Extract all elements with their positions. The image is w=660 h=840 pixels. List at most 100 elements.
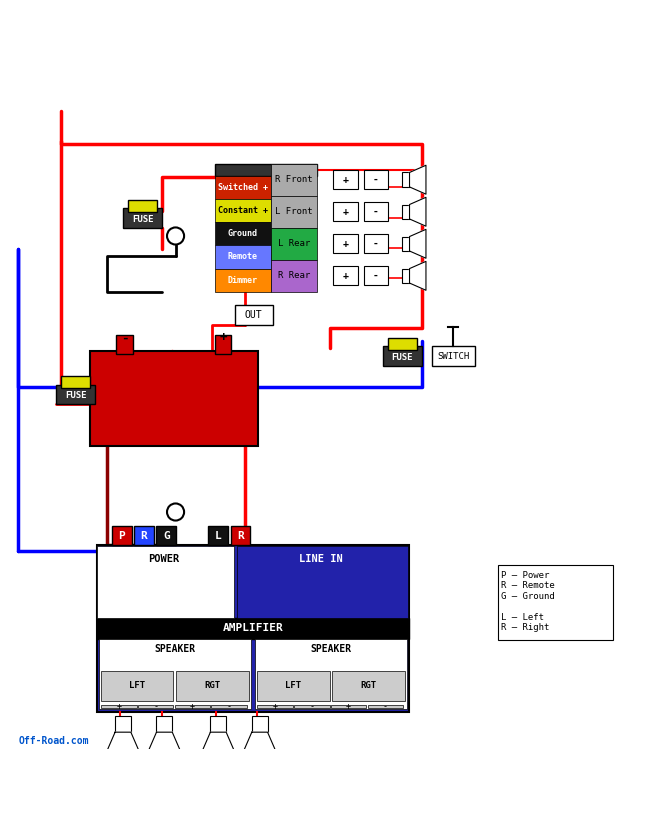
FancyBboxPatch shape <box>383 346 422 366</box>
Text: P: P <box>118 531 125 541</box>
Text: Switched +: Switched + <box>218 182 268 192</box>
Text: LFT: LFT <box>285 681 301 690</box>
Text: -: - <box>383 701 387 711</box>
FancyBboxPatch shape <box>402 172 409 187</box>
Text: R – Right: R – Right <box>501 623 549 633</box>
FancyBboxPatch shape <box>333 266 358 286</box>
Text: Ground: Ground <box>228 229 258 239</box>
Text: +: + <box>343 175 348 185</box>
Polygon shape <box>409 261 426 291</box>
FancyBboxPatch shape <box>215 199 271 222</box>
FancyBboxPatch shape <box>271 260 317 291</box>
Text: (crushing all that cower...): (crushing all that cower...) <box>98 406 249 415</box>
FancyBboxPatch shape <box>98 638 251 709</box>
FancyBboxPatch shape <box>402 269 409 283</box>
Text: -: - <box>373 270 379 281</box>
Text: RGT: RGT <box>205 681 220 690</box>
FancyBboxPatch shape <box>237 546 408 617</box>
Text: Dimmer: Dimmer <box>228 276 258 285</box>
FancyBboxPatch shape <box>138 705 174 708</box>
FancyBboxPatch shape <box>402 204 409 219</box>
Circle shape <box>167 503 184 521</box>
FancyBboxPatch shape <box>215 164 317 176</box>
FancyBboxPatch shape <box>211 716 226 732</box>
FancyBboxPatch shape <box>255 638 407 709</box>
Polygon shape <box>148 732 181 752</box>
Text: R Rear: R Rear <box>278 271 310 281</box>
Polygon shape <box>409 197 426 226</box>
FancyBboxPatch shape <box>364 234 389 254</box>
Text: -: - <box>121 331 128 344</box>
Text: -: - <box>373 175 379 185</box>
Text: SPEAKER: SPEAKER <box>154 644 195 654</box>
FancyBboxPatch shape <box>101 705 137 708</box>
FancyBboxPatch shape <box>215 222 271 245</box>
FancyBboxPatch shape <box>96 546 234 617</box>
FancyBboxPatch shape <box>364 202 389 222</box>
FancyBboxPatch shape <box>100 671 174 701</box>
Text: -: - <box>373 207 379 217</box>
FancyBboxPatch shape <box>364 266 389 286</box>
Text: G: G <box>163 531 170 541</box>
Text: P – Power: P – Power <box>501 570 549 580</box>
FancyBboxPatch shape <box>115 716 131 732</box>
Text: R – Remote: R – Remote <box>501 581 554 591</box>
FancyBboxPatch shape <box>176 671 249 701</box>
Polygon shape <box>202 732 235 752</box>
FancyBboxPatch shape <box>333 202 358 222</box>
Text: FUSE: FUSE <box>65 391 86 400</box>
FancyBboxPatch shape <box>209 527 228 545</box>
FancyBboxPatch shape <box>215 334 232 354</box>
Text: POWER: POWER <box>148 554 180 564</box>
Polygon shape <box>409 165 426 194</box>
FancyBboxPatch shape <box>156 527 176 545</box>
Text: SWITCH: SWITCH <box>437 352 469 360</box>
FancyBboxPatch shape <box>123 208 162 228</box>
FancyBboxPatch shape <box>388 338 416 349</box>
FancyBboxPatch shape <box>333 234 358 254</box>
Text: FUSE: FUSE <box>132 215 153 224</box>
Text: AMPLIFIER: AMPLIFIER <box>222 623 283 633</box>
Circle shape <box>167 228 184 244</box>
FancyBboxPatch shape <box>96 545 409 712</box>
Polygon shape <box>409 229 426 258</box>
FancyBboxPatch shape <box>252 716 267 732</box>
FancyBboxPatch shape <box>368 705 403 708</box>
FancyBboxPatch shape <box>271 164 317 196</box>
Text: BATTERY!: BATTERY! <box>144 378 204 391</box>
FancyBboxPatch shape <box>364 170 389 189</box>
Text: -: - <box>373 239 379 249</box>
FancyBboxPatch shape <box>96 617 409 638</box>
FancyBboxPatch shape <box>257 671 329 701</box>
Text: SPEAKER: SPEAKER <box>310 644 351 654</box>
Text: R Front: R Front <box>275 176 313 184</box>
Text: G – Ground: G – Ground <box>501 591 554 601</box>
Text: L: L <box>215 531 222 541</box>
FancyBboxPatch shape <box>331 705 366 708</box>
FancyBboxPatch shape <box>215 176 271 199</box>
Text: OUT: OUT <box>245 310 263 320</box>
Text: +: + <box>343 270 348 281</box>
FancyBboxPatch shape <box>271 196 317 228</box>
FancyBboxPatch shape <box>402 237 409 251</box>
FancyBboxPatch shape <box>333 170 358 189</box>
Text: +: + <box>190 701 195 711</box>
FancyBboxPatch shape <box>156 716 172 732</box>
FancyBboxPatch shape <box>235 305 273 325</box>
FancyBboxPatch shape <box>116 334 133 354</box>
Text: L – Left: L – Left <box>501 612 544 622</box>
Text: R: R <box>237 531 244 541</box>
FancyBboxPatch shape <box>134 527 154 545</box>
FancyBboxPatch shape <box>271 228 317 260</box>
Text: LFT: LFT <box>129 681 145 690</box>
FancyBboxPatch shape <box>215 245 271 269</box>
FancyBboxPatch shape <box>61 376 90 388</box>
FancyBboxPatch shape <box>56 385 96 404</box>
Text: L Front: L Front <box>275 207 313 216</box>
FancyBboxPatch shape <box>128 200 157 212</box>
Text: +: + <box>343 207 348 217</box>
FancyBboxPatch shape <box>215 269 271 291</box>
Text: +: + <box>273 701 278 711</box>
FancyBboxPatch shape <box>257 705 293 708</box>
Text: RGT: RGT <box>360 681 377 690</box>
